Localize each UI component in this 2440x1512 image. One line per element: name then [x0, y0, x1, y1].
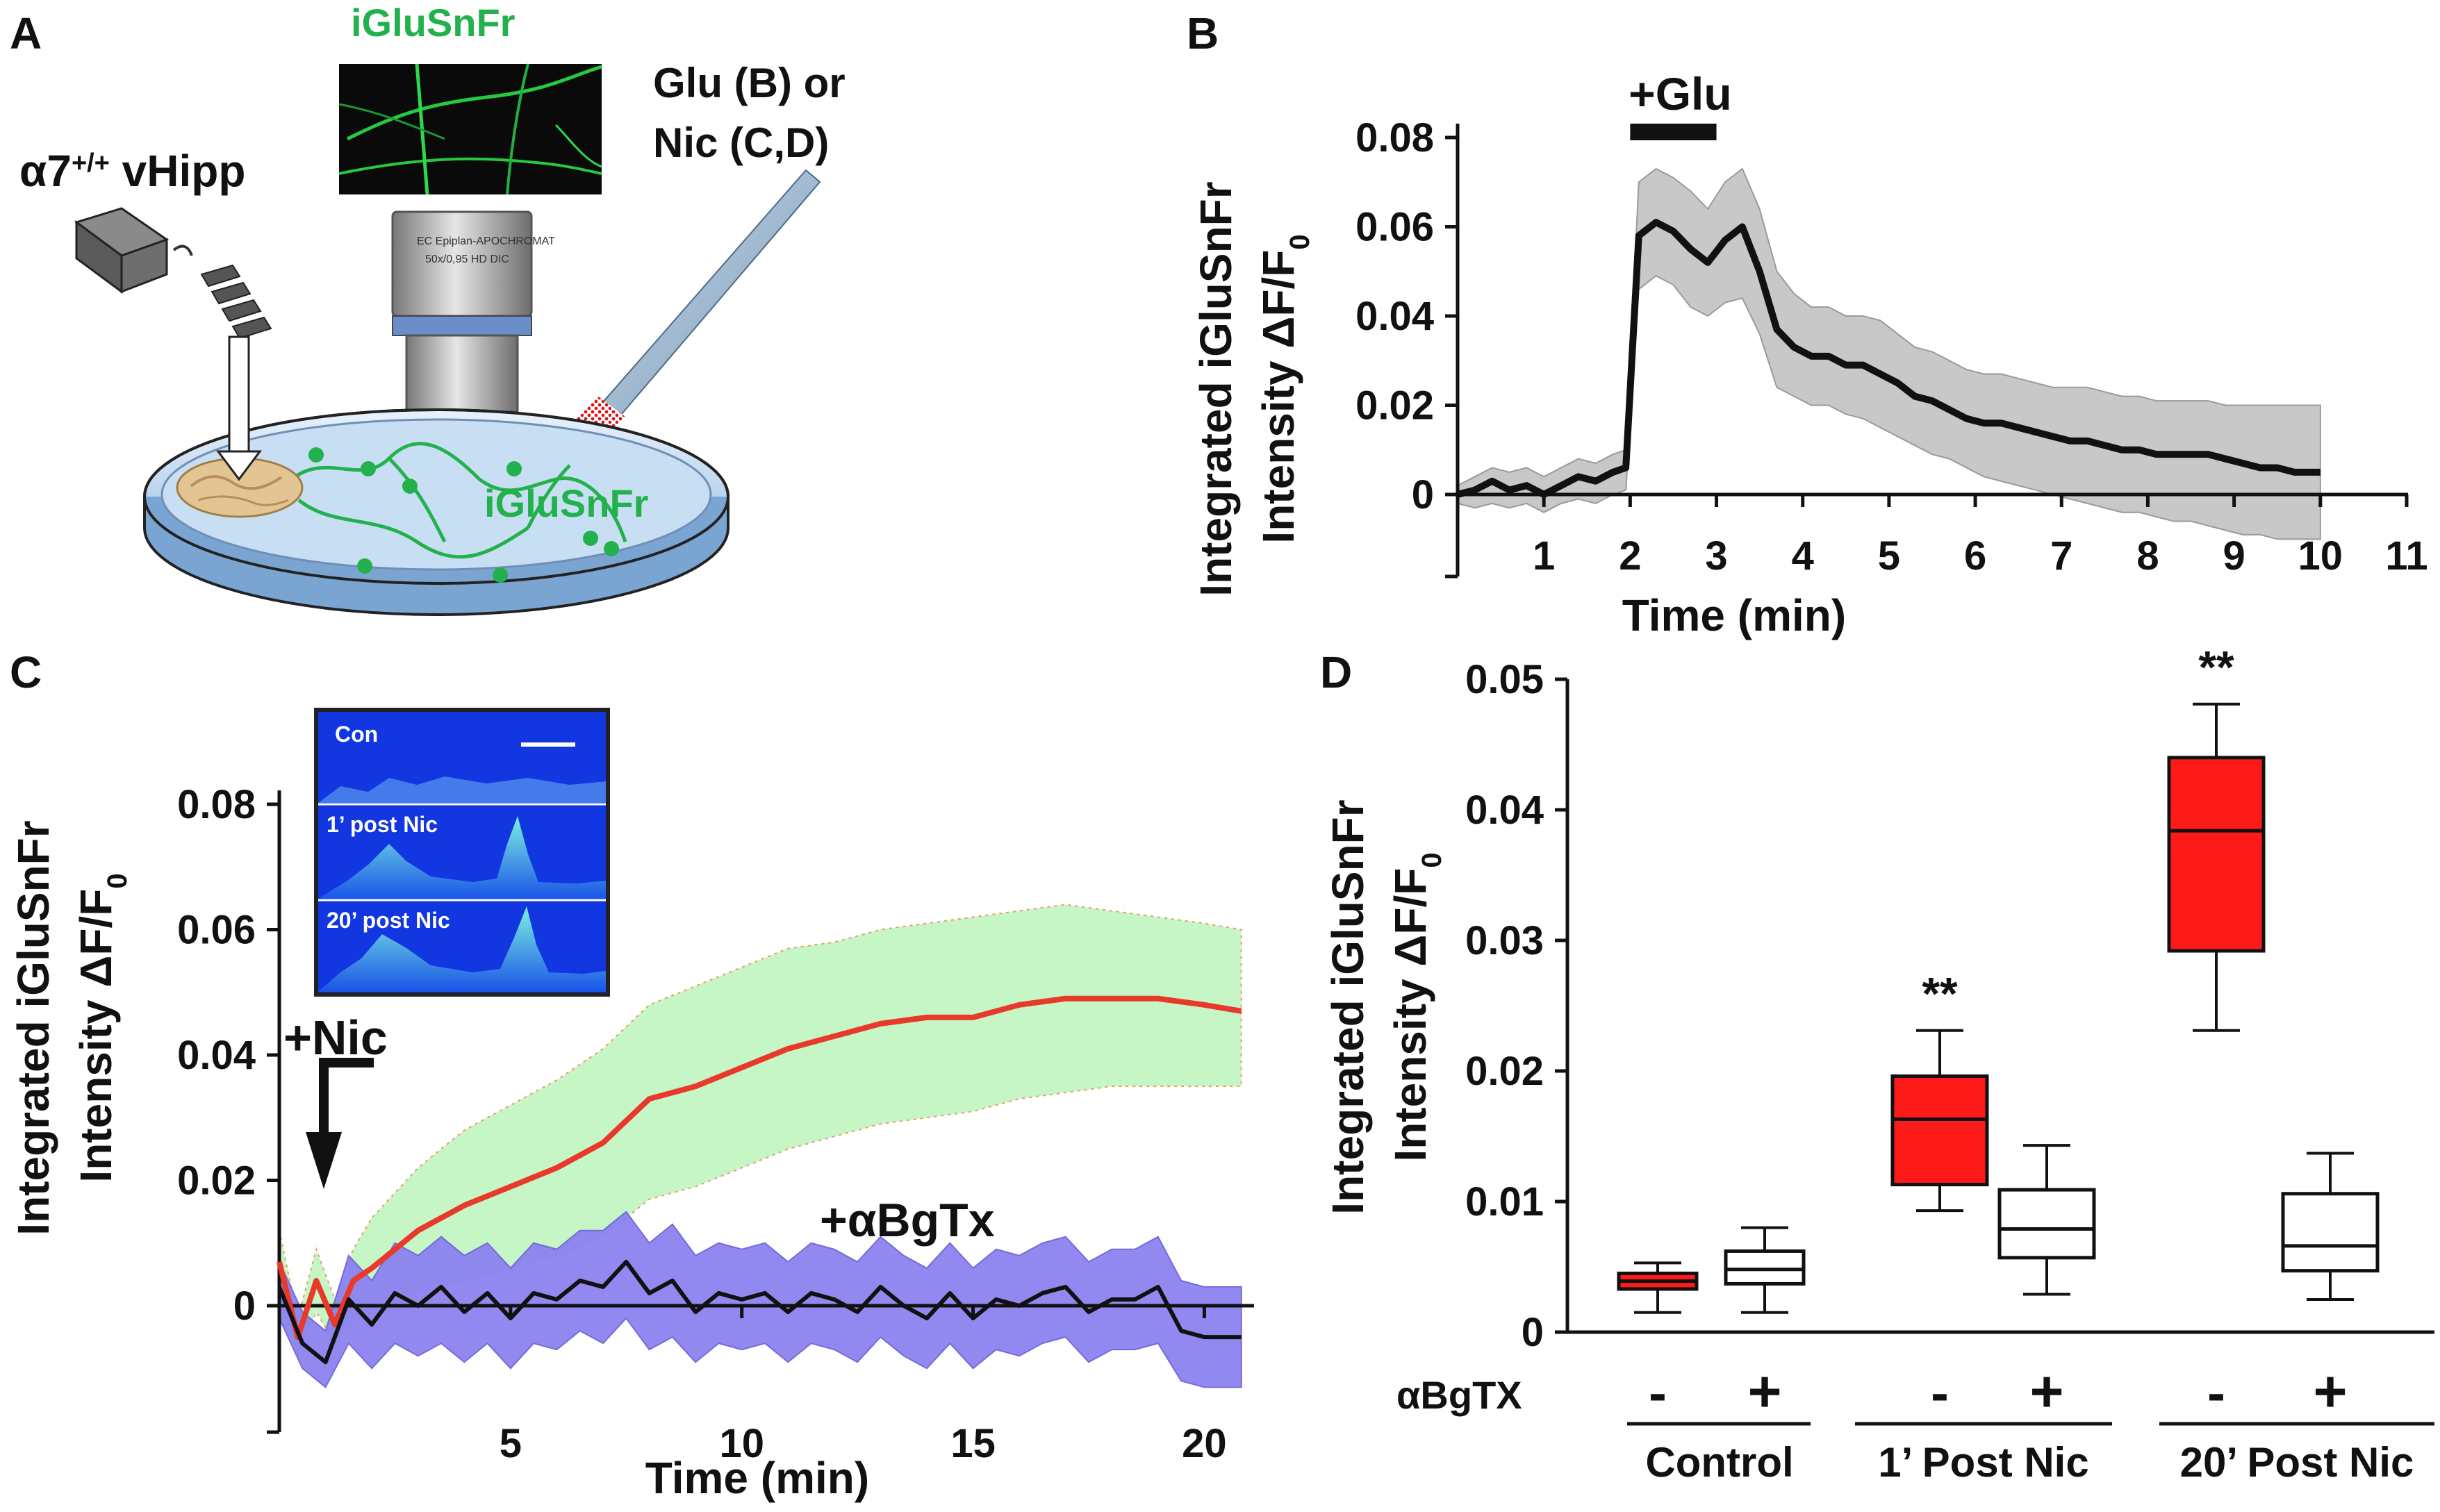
- box-iqr: [1890, 1074, 1989, 1187]
- series-band-0: [1457, 167, 2321, 540]
- series-line-0: [277, 995, 1242, 1340]
- objective-engraving-1: EC Epiplan-APOCHROMAT: [417, 235, 555, 247]
- x-axis-label-c: Time (min): [645, 1453, 869, 1503]
- y-tick-label: 0.04: [177, 1033, 256, 1078]
- panel-b: B Integrated iGluSnFr Intensity ΔF/F0 00…: [1187, 8, 2428, 640]
- bgtx-sign: -: [1649, 1362, 1667, 1423]
- y-tick-label: 0.01: [1465, 1179, 1544, 1224]
- y-axis-label-d-line1: Integrated iGluSnFr: [1323, 799, 1373, 1214]
- y-tick-label: 0: [1522, 1310, 1544, 1355]
- panel-a: A iGluSnFr α7+/+ vHipp Glu (B) or Nic (C…: [10, 1, 846, 616]
- pipette-label-line1: Glu (B) or: [653, 60, 846, 106]
- pipette-label-line2: Nic (C,D): [653, 119, 829, 166]
- neuron-traces: [290, 442, 627, 559]
- arrow-icon: [216, 335, 262, 481]
- box-iqr: [1724, 1249, 1806, 1286]
- panel-c: C Integrated iGluSnFr Intensity ΔF/F0 00…: [8, 647, 1254, 1503]
- y-tick-label: 0.03: [1465, 918, 1544, 963]
- significance-marker: **: [2198, 642, 2234, 693]
- x-tick-label: 10: [719, 1421, 764, 1466]
- glu-annotation: +Glu: [1629, 68, 1732, 119]
- panel-label-a: A: [10, 8, 42, 58]
- y-tick-label: 0.04: [1355, 294, 1434, 339]
- x-axis-label-b: Time (min): [1622, 590, 1846, 640]
- mouse-genotype-label: α7+/+ vHipp: [19, 146, 245, 196]
- group-label: Control: [1645, 1439, 1793, 1486]
- bgtx-row-label: αBgTX: [1396, 1373, 1522, 1417]
- series-band-0: [279, 904, 1242, 1359]
- group-label: 1’ Post Nic: [1878, 1439, 2088, 1486]
- micrograph-image: [338, 63, 602, 195]
- y-tick-label: 0.05: [1465, 657, 1544, 702]
- x-tick-label: 5: [1878, 533, 1900, 579]
- inset-row-con: Con: [335, 722, 378, 747]
- inset-row-20min: 20’ post Nic: [327, 908, 450, 933]
- x-tick-label: 10: [2298, 533, 2343, 579]
- box-iqr: [2167, 756, 2266, 953]
- x-tick-label: 3: [1705, 533, 1727, 579]
- dish-label: iGluSnFr: [484, 481, 648, 525]
- y-tick-label: 0.08: [1355, 115, 1434, 160]
- y-tick-label: 0.06: [177, 908, 256, 953]
- bgtx-sign: -: [2207, 1362, 2225, 1423]
- glu-application-bar: [1630, 124, 1717, 140]
- inset-row-1min: 1’ post Nic: [327, 812, 438, 837]
- bgtx-sign: +: [2313, 1359, 2347, 1424]
- y-tick-label: 0.02: [1355, 383, 1434, 429]
- y-tick-label: 0.02: [1465, 1049, 1544, 1094]
- y-axis-label-b-line2: Intensity ΔF/F0: [1253, 234, 1315, 543]
- x-tick-label: 7: [2050, 533, 2072, 579]
- panel-label-c: C: [10, 647, 42, 697]
- series-band-1: [279, 1211, 1242, 1388]
- y-tick-label: 0.04: [1465, 788, 1544, 833]
- panel-d: D Integrated iGluSnFr Intensity ΔF/F0 00…: [1320, 642, 2434, 1486]
- inset-panel: Con 1’ post Nic 20’ post Nic: [314, 708, 610, 997]
- significance-marker: **: [1922, 968, 1958, 1020]
- chart-b: 0 0.02 0.04 0.06 0.08 1 2 3 4 5 6 7 8 9 10 11 +Glu: [1355, 68, 2428, 579]
- box-iqr: [1997, 1188, 2096, 1260]
- bgtx-annotation: +αBgTx: [820, 1194, 995, 1247]
- y-tick-label: 0: [1412, 472, 1434, 517]
- y-axis-label-b-line1: Integrated iGluSnFr: [1191, 181, 1241, 596]
- panel-label-b: B: [1187, 8, 1219, 58]
- bgtx-sign: +: [1747, 1359, 1781, 1424]
- x-tick-label: 4: [1792, 533, 1814, 579]
- y-tick-label: 0.02: [177, 1158, 256, 1204]
- y-axis-label-c: Integrated iGluSnFr Intensity ΔF/F0: [8, 820, 133, 1235]
- series-line-1: [277, 1259, 1242, 1365]
- chart-d: 0 0.01 0.02 0.03 0.04 0.05 - + ** - + ** - + Control 1’…: [1465, 642, 2434, 1486]
- x-tick-label: 11: [2385, 533, 2427, 579]
- slicer-icon: [74, 207, 272, 340]
- x-tick-label: 15: [950, 1421, 996, 1466]
- x-tick-label: 9: [2223, 533, 2245, 579]
- y-axis-label-b: Integrated iGluSnFr Intensity ΔF/F0: [1191, 181, 1315, 596]
- y-axis-label-c-line2: Intensity ΔF/F0: [71, 873, 133, 1182]
- group-label: 20’ Post Nic: [2180, 1439, 2414, 1486]
- bgtx-sign: +: [2029, 1359, 2063, 1424]
- y-axis-label-c-line1: Integrated iGluSnFr: [8, 820, 58, 1235]
- box-iqr: [2281, 1192, 2380, 1273]
- x-tick-label: 1: [1533, 533, 1555, 579]
- x-tick-label: 6: [1964, 533, 1986, 579]
- y-tick-label: 0.06: [1355, 205, 1434, 250]
- objective-icon: EC Epiplan-APOCHROMAT 50x/0,95 HD DIC: [391, 210, 555, 438]
- y-axis-label-d: Integrated iGluSnFr Intensity ΔF/F0: [1323, 799, 1447, 1214]
- x-tick-label: 5: [500, 1421, 522, 1466]
- panel-label-d: D: [1320, 647, 1352, 697]
- objective-engraving-2: 50x/0,95 HD DIC: [425, 254, 509, 265]
- micrograph-label: iGluSnFr: [351, 1, 515, 44]
- chart-c: 0 0.02 0.04 0.06 0.08 5 10 15 20: [177, 782, 1254, 1466]
- y-tick-label: 0: [233, 1283, 256, 1329]
- y-tick-label: 0.08: [177, 782, 256, 827]
- bgtx-sign: -: [1931, 1362, 1949, 1423]
- petri-dish-icon: iGluSnFr: [143, 408, 729, 616]
- nic-arrow-icon: [306, 1058, 374, 1189]
- nic-annotation: +Nic: [283, 1011, 388, 1065]
- x-tick-label: 20: [1182, 1421, 1227, 1466]
- x-tick-label: 2: [1619, 533, 1641, 579]
- series-line-0: [1456, 219, 2321, 498]
- y-axis-label-d-line2: Intensity ΔF/F0: [1385, 852, 1447, 1161]
- x-tick-label: 8: [2136, 533, 2159, 579]
